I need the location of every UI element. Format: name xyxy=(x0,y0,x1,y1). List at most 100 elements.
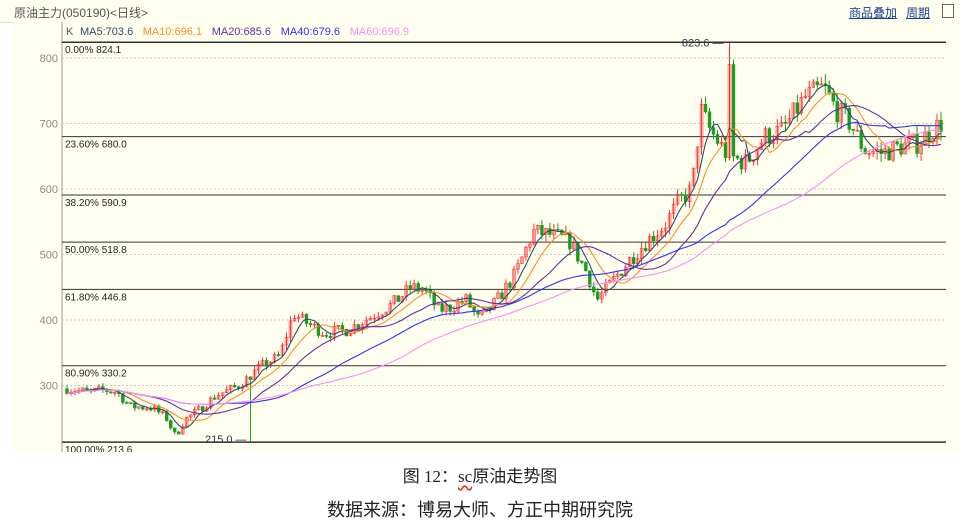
candle xyxy=(695,146,700,174)
candle-body xyxy=(512,268,516,288)
candle-body xyxy=(600,292,604,300)
candle xyxy=(200,405,205,412)
candle-body xyxy=(847,108,851,130)
candle xyxy=(895,139,899,147)
candle xyxy=(707,107,712,132)
candle-body xyxy=(244,376,249,388)
candle xyxy=(564,225,568,236)
candle xyxy=(855,122,859,132)
candle-body xyxy=(835,100,839,123)
candle-body xyxy=(536,224,540,230)
candle-body xyxy=(300,313,305,318)
candle xyxy=(815,76,819,91)
candle xyxy=(811,78,815,88)
candle-body xyxy=(799,97,804,114)
candle-body xyxy=(121,393,125,403)
candle xyxy=(576,242,580,265)
candle-body xyxy=(699,103,704,148)
candle xyxy=(616,271,620,280)
fib-label: 0.00% 824.1 xyxy=(65,45,122,56)
candle-body xyxy=(264,360,269,367)
commodity-overlay-link[interactable]: 商品叠加 xyxy=(849,6,898,20)
candle-body xyxy=(787,118,792,124)
candle xyxy=(620,273,624,277)
candle-body xyxy=(935,119,939,139)
candle-body xyxy=(340,325,345,330)
candle-body xyxy=(855,129,859,132)
candle xyxy=(232,382,237,388)
candle-body xyxy=(616,273,620,277)
candle xyxy=(719,135,724,146)
candle-body xyxy=(715,133,720,144)
candle-body xyxy=(324,335,329,337)
candle xyxy=(524,245,528,261)
candle xyxy=(260,357,265,367)
candle-body xyxy=(200,406,205,412)
candle xyxy=(556,223,560,232)
candle-body xyxy=(284,337,289,346)
candle-body xyxy=(504,282,508,300)
candle-body xyxy=(212,397,217,400)
candle xyxy=(795,94,800,122)
candle xyxy=(109,391,113,394)
panel-toggle-icon[interactable] xyxy=(942,4,954,18)
candle-body xyxy=(444,304,448,312)
legend-ma40: MA40:679.6 xyxy=(281,26,340,38)
candle-body xyxy=(308,323,313,326)
candle xyxy=(324,332,329,339)
candle xyxy=(308,320,313,328)
candle-body xyxy=(620,273,624,276)
candle-body xyxy=(372,317,376,320)
candle xyxy=(368,315,373,321)
candle xyxy=(887,146,891,161)
candle-body xyxy=(580,260,584,263)
candle-body xyxy=(177,431,181,435)
candle-body xyxy=(65,388,69,394)
candle-body xyxy=(703,103,708,113)
candle xyxy=(516,259,520,274)
ma5-line xyxy=(66,84,942,429)
candle-body xyxy=(348,332,353,337)
candle xyxy=(699,98,704,155)
candle-body xyxy=(109,391,113,394)
candle xyxy=(803,88,808,100)
candle xyxy=(560,229,564,236)
candle-body xyxy=(851,128,855,131)
candle xyxy=(85,385,89,390)
candle-body xyxy=(679,194,684,196)
candle-body xyxy=(592,286,596,293)
candle-body xyxy=(508,282,512,288)
candle xyxy=(224,386,229,394)
candle-body xyxy=(312,323,317,326)
candle-body xyxy=(655,235,660,242)
candle-body xyxy=(384,311,388,316)
candle xyxy=(380,313,384,321)
candle-body xyxy=(452,310,456,313)
candle xyxy=(659,227,664,238)
ma10-line xyxy=(66,91,942,422)
candle xyxy=(508,281,512,292)
period-link[interactable]: 周期 xyxy=(906,6,931,20)
candle xyxy=(823,74,827,95)
candle-body xyxy=(671,203,676,214)
candle xyxy=(835,93,839,129)
candle xyxy=(715,129,720,146)
candle-body xyxy=(196,406,201,410)
candle-body xyxy=(256,364,261,371)
candle xyxy=(787,109,792,126)
candle-body xyxy=(81,387,85,391)
candle xyxy=(189,414,193,421)
y-tick-label: 700 xyxy=(40,119,58,131)
candle xyxy=(284,332,289,350)
candle-body xyxy=(811,81,815,88)
candle-body xyxy=(336,325,341,327)
candlestick-chart[interactable]: K MA5:703.6 MA10:696.1 MA20:685.6 MA40:679.6… xyxy=(14,22,960,456)
fib-label: 80.90% 330.2 xyxy=(65,369,127,380)
candle xyxy=(643,241,648,253)
candle xyxy=(779,115,784,128)
candle-body xyxy=(292,317,297,322)
candle xyxy=(675,189,680,207)
candle-body xyxy=(181,426,185,435)
candle xyxy=(783,115,788,132)
data-source: 数据来源：博易大师、方正中期研究院 xyxy=(327,500,633,520)
